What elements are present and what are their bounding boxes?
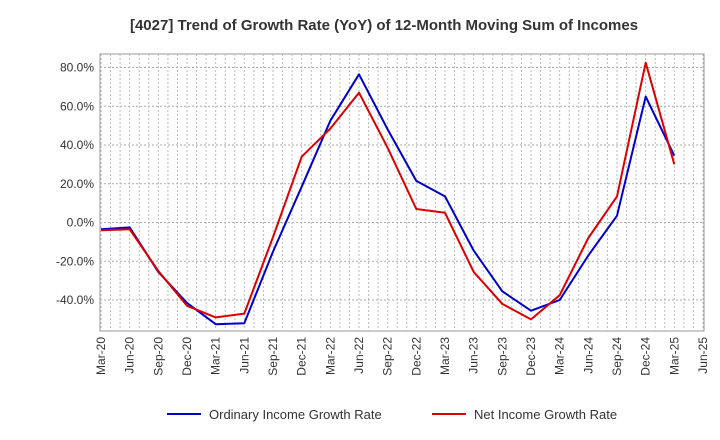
x-tick-label: Mar-22 xyxy=(323,337,337,375)
x-tick-label: Jun-24 xyxy=(581,337,595,374)
y-tick-label: 40.0% xyxy=(60,138,94,152)
x-tick-label: Mar-25 xyxy=(667,337,681,375)
x-tick-label: Dec-20 xyxy=(180,337,194,376)
legend-label: Ordinary Income Growth Rate xyxy=(209,407,382,422)
series-line-net-income xyxy=(100,61,676,321)
x-tick-label: Sep-21 xyxy=(266,337,280,376)
x-tick-label: Mar-23 xyxy=(438,337,452,375)
y-tick-label: 20.0% xyxy=(60,177,94,191)
x-tick-label: Jun-23 xyxy=(467,337,481,374)
x-axis-ticks: Mar-20 Jun-20 Sep-20 Dec-20 Mar-21 Jun-21 Sep-… xyxy=(94,337,710,376)
x-tick-label: Jun-21 xyxy=(237,337,251,374)
x-tick-label: Jun-25 xyxy=(696,337,710,374)
x-tick-label: Sep-23 xyxy=(495,337,509,376)
x-tick-label: Mar-24 xyxy=(553,337,567,375)
legend-label: Net Income Growth Rate xyxy=(474,407,617,422)
x-tick-label: Jun-20 xyxy=(123,337,137,374)
y-axis-ticks: 80.0% 60.0% 40.0% 20.0% 0.0% -20.0% -40.0% xyxy=(56,61,94,307)
x-tick-label: Dec-24 xyxy=(639,337,653,376)
y-tick-label: 60.0% xyxy=(60,99,94,113)
y-tick-label: 0.0% xyxy=(67,216,95,230)
legend: Ordinary Income Growth Rate Net Income Gr… xyxy=(167,407,617,422)
chart-title: [4027] Trend of Growth Rate (YoY) of 12-… xyxy=(130,17,638,34)
x-tick-label: Dec-21 xyxy=(295,337,309,376)
x-tick-label: Mar-21 xyxy=(209,337,223,375)
series-lines xyxy=(100,61,676,326)
x-tick-label: Sep-24 xyxy=(610,337,624,376)
x-tick-label: Jun-22 xyxy=(352,337,366,374)
x-tick-label: Sep-22 xyxy=(381,337,395,376)
y-tick-label: -40.0% xyxy=(56,293,94,307)
y-tick-label: -20.0% xyxy=(56,254,94,268)
gridlines xyxy=(100,54,704,331)
y-tick-label: 80.0% xyxy=(60,61,94,75)
plot-frame xyxy=(99,53,705,332)
x-tick-label: Dec-23 xyxy=(524,337,538,376)
x-tick-label: Mar-20 xyxy=(94,337,108,375)
x-tick-label: Dec-22 xyxy=(409,337,423,376)
x-tick-label: Sep-20 xyxy=(151,337,165,376)
